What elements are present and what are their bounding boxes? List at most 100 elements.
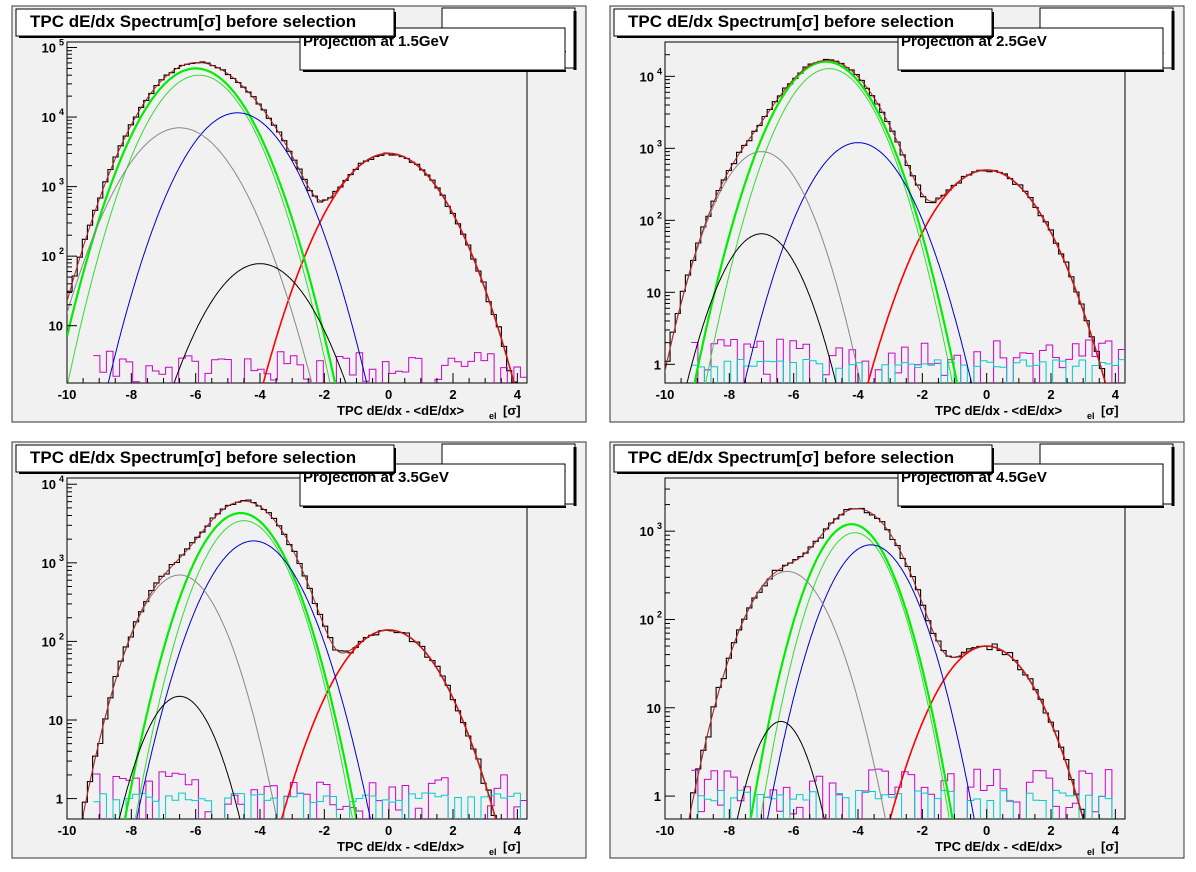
x-tick-label: -6 <box>788 823 800 838</box>
y-tick-label: 1 <box>654 789 661 804</box>
x-tick-label: -10 <box>656 387 675 402</box>
deuteron-fit-curve <box>736 720 825 819</box>
x-tick-label: -4 <box>254 387 266 402</box>
x-tick-label: -10 <box>58 387 77 402</box>
x-axis-label-unit: [σ] <box>503 839 521 854</box>
y-tick-label: 10 <box>42 249 56 264</box>
y-tick-exponent: 2 <box>59 631 64 641</box>
proton-fit-curve <box>67 127 313 383</box>
x-tick-label: 4 <box>514 387 522 402</box>
x-tick-label: -2 <box>319 387 331 402</box>
y-tick-label: 1 <box>56 792 63 807</box>
x-tick-label: 2 <box>449 387 456 402</box>
x-tick-label: -4 <box>254 823 266 838</box>
pion-fit-curve <box>67 67 337 383</box>
y-tick-label: 10 <box>647 701 661 716</box>
y-tick-label: 10 <box>49 713 63 728</box>
proton-fit-curve <box>665 151 861 383</box>
y-tick-exponent: 2 <box>657 210 662 220</box>
plot-area <box>665 58 1125 383</box>
x-tick-label: 0 <box>385 387 392 402</box>
pion-alt-fit-curve <box>760 532 950 819</box>
total-fit-curve <box>81 500 496 819</box>
x-tick-label: -6 <box>788 387 800 402</box>
pion-alt-fit-curve <box>705 68 953 383</box>
x-tick-label: -6 <box>190 823 202 838</box>
kaon-fit-curve <box>136 540 371 819</box>
x-axis-label-unit: [σ] <box>1101 839 1119 854</box>
y-tick-label: 10 <box>640 141 654 156</box>
kaon-fit-curve <box>107 112 368 383</box>
y-tick-exponent: 3 <box>59 553 64 563</box>
x-tick-label: 2 <box>1047 387 1054 402</box>
plot-frame <box>66 41 528 384</box>
y-tick-label: 10 <box>640 213 654 228</box>
x-tick-label: -2 <box>319 823 331 838</box>
x-axis-label-unit: [σ] <box>1101 403 1119 418</box>
plot-area <box>81 499 527 819</box>
x-axis-label-subscript: el <box>489 847 497 857</box>
plot-frame <box>664 41 1126 384</box>
title-box <box>15 8 395 37</box>
y-tick-exponent: 2 <box>59 246 64 256</box>
title-box <box>613 8 993 37</box>
y-tick-exponent: 3 <box>657 138 662 148</box>
y-tick-label: 10 <box>640 69 654 84</box>
y-tick-exponent: 4 <box>59 107 64 117</box>
x-tick-label: -2 <box>917 823 929 838</box>
x-axis-label-subscript: el <box>1087 847 1095 857</box>
x-tick-label: 0 <box>983 387 990 402</box>
y-tick-exponent: 3 <box>59 177 64 187</box>
y-tick-label: 1 <box>654 357 661 372</box>
deuteron-fit-curve <box>686 233 837 383</box>
background-histogram-magenta <box>93 350 527 383</box>
y-tick-label: 10 <box>640 612 654 627</box>
pion-alt-fit-curve <box>135 520 354 819</box>
y-tick-exponent: 4 <box>657 66 662 76</box>
x-axis-label-unit: [σ] <box>503 403 521 418</box>
x-axis-label-subscript: el <box>1087 411 1095 421</box>
plot-frame <box>664 477 1126 820</box>
x-tick-label: -8 <box>724 823 736 838</box>
pad-title: TPC dE/dx Spectrum[σ] before selection <box>628 448 954 467</box>
y-tick-label: 10 <box>647 285 661 300</box>
y-tick-exponent: 3 <box>657 521 662 531</box>
x-tick-label: -4 <box>852 387 864 402</box>
x-tick-label: -8 <box>126 823 138 838</box>
x-tick-label: -6 <box>190 387 202 402</box>
x-tick-label: 4 <box>1112 387 1120 402</box>
background-histogram-magenta <box>691 338 1125 383</box>
pad-title: TPC dE/dx Spectrum[σ] before selection <box>30 12 356 31</box>
x-tick-label: 2 <box>1047 823 1054 838</box>
y-tick-label: 10 <box>49 319 63 334</box>
x-tick-label: -8 <box>724 387 736 402</box>
background-histogram-cyan <box>697 789 1113 819</box>
x-tick-label: -4 <box>852 823 864 838</box>
x-tick-label: 2 <box>449 823 456 838</box>
y-tick-label: 10 <box>42 477 56 492</box>
x-axis-label: TPC dE/dx - <dE/dx> <box>337 839 465 854</box>
plot-area <box>688 507 1113 819</box>
y-tick-exponent: 4 <box>59 474 64 484</box>
deuteron-fit-curve <box>118 695 241 819</box>
kaon-fit-curve <box>743 142 973 383</box>
y-tick-label: 10 <box>640 524 654 539</box>
y-tick-label: 10 <box>42 110 56 125</box>
y-tick-label: 10 <box>42 180 56 195</box>
x-tick-label: 4 <box>514 823 522 838</box>
data-histogram <box>690 507 1085 819</box>
pion-fit-curve <box>749 523 954 819</box>
y-tick-label: 10 <box>42 556 56 571</box>
total-fit-curve <box>67 62 515 383</box>
pion-fit-curve <box>123 511 358 819</box>
plot-frame <box>66 477 528 820</box>
title-box <box>15 444 395 473</box>
y-tick-exponent: 5 <box>59 38 64 48</box>
x-tick-label: -10 <box>58 823 77 838</box>
pad-title: TPC dE/dx Spectrum[σ] before selection <box>628 12 954 31</box>
